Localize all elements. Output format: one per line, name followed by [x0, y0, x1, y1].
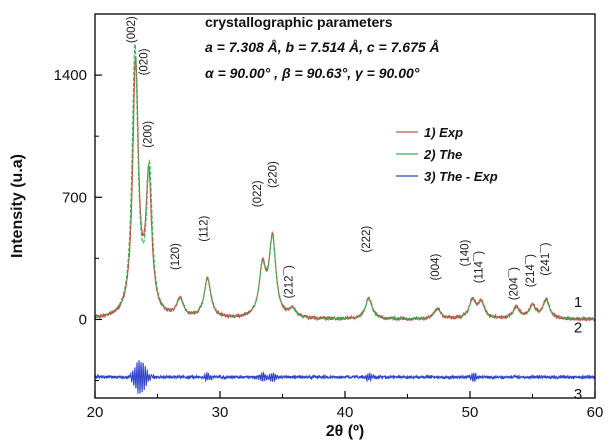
peak-label: (020) — [139, 48, 151, 75]
peak-label: (212¯) — [284, 265, 296, 298]
x-axis-title: 2θ (º) — [326, 423, 365, 440]
y-tick-label: 0 — [79, 311, 87, 328]
y-tick-label: 700 — [62, 189, 87, 206]
legend-entry: 2) The — [423, 147, 462, 162]
plot-area — [94, 43, 596, 394]
x-tick-label: 50 — [462, 404, 479, 421]
curve-number: 2 — [574, 319, 582, 336]
series-layer — [94, 43, 596, 394]
peak-label: (022) — [252, 180, 264, 207]
axis-ticks: 20 30 40 50 60 0 700 1400 — [54, 13, 604, 421]
curve-numbers: 1 2 3 — [574, 294, 582, 403]
peak-label: (112) — [199, 216, 211, 242]
legend-entry: 1) Exp — [424, 125, 463, 140]
legend: 1) Exp 2) The 3) The - Exp — [396, 125, 498, 184]
peak-label: (200) — [142, 121, 154, 148]
series-the-line — [94, 43, 596, 320]
peak-label: (140) — [460, 240, 472, 267]
annotation-cell-params: a = 7.308 Å, b = 7.514 Å, c = 7.675 Å — [205, 39, 440, 55]
annotation-title: crystallographic parameters — [205, 14, 393, 30]
peak-label: (002) — [126, 16, 138, 43]
peak-label: (220) — [267, 161, 279, 188]
peak-label: (120) — [170, 243, 182, 270]
peak-label: (241¯) — [540, 242, 552, 275]
x-tick-label: 60 — [587, 404, 604, 421]
legend-entry: 3) The - Exp — [424, 169, 498, 184]
peak-labels: (002)(020) (200) (120) (112) (022)(220) (212¯… — [126, 16, 552, 300]
annotation-angle-params: α = 90.00° , β = 90.63°, γ = 90.00° — [205, 65, 420, 81]
peak-label: (214¯) — [525, 254, 537, 287]
x-tick-label: 40 — [337, 404, 354, 421]
series-diff-line — [94, 359, 596, 394]
peak-label: (204¯) — [509, 267, 521, 300]
y-tick-label: 1400 — [54, 67, 87, 84]
peak-label: (114¯) — [474, 251, 486, 284]
curve-number: 1 — [574, 294, 582, 311]
x-tick-label: 20 — [87, 404, 104, 421]
peak-label: (222) — [361, 226, 373, 253]
curve-number: 3 — [574, 386, 582, 403]
y-axis-title: Intensity (u.a) — [9, 154, 26, 258]
peak-label: (004) — [430, 254, 442, 281]
x-tick-label: 30 — [212, 404, 229, 421]
